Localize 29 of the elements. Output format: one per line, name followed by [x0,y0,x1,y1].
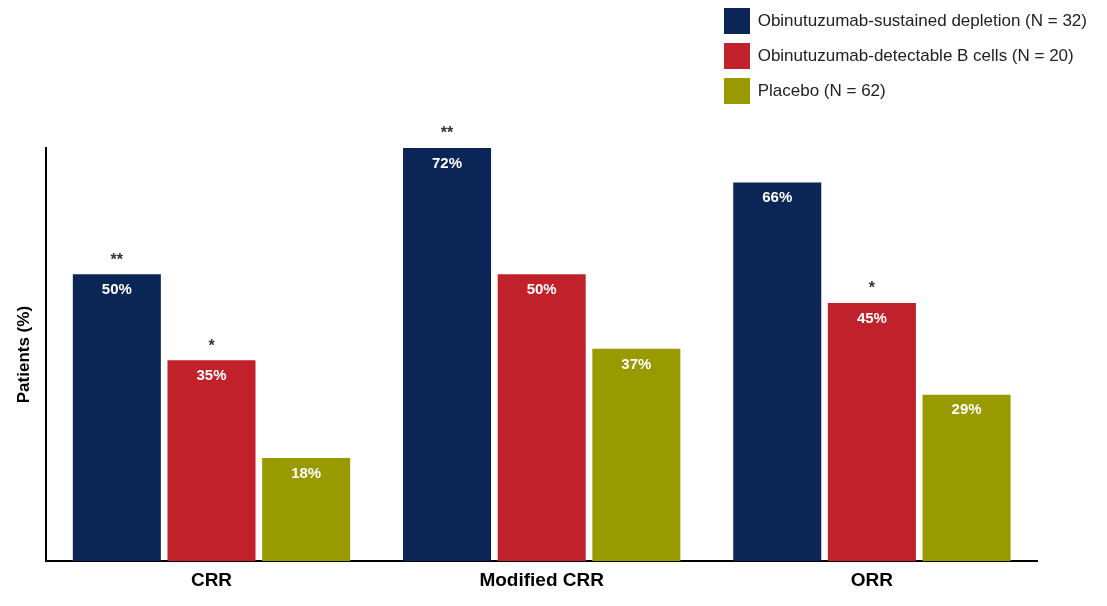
y-axis-title: Patients (%) [13,305,33,404]
bar [592,348,681,562]
x-tick-label: Modified CRR [479,568,605,590]
legend-label: Obinutuzumab-sustained depletion (N = 32) [757,11,1087,31]
x-tick-label: CRR [190,568,233,590]
data-label: 50% [526,279,557,297]
bar [733,182,822,562]
data-label: 45% [856,308,887,326]
data-label: 37% [621,354,652,372]
bar [72,274,161,562]
annotation: * [868,279,876,297]
data-label: 50% [101,279,132,297]
x-tick-label: ORR [850,568,894,590]
bar [403,148,492,562]
data-label: 29% [951,400,982,418]
data-label: 72% [432,153,463,171]
bar [262,457,351,562]
text: ** [440,124,455,142]
data-label: 66% [762,188,793,206]
annotation: * [208,336,216,354]
bar [167,360,256,562]
bar [922,394,1011,562]
legend-label: Obinutuzumab-detectable B cells (N = 20) [757,46,1074,66]
bar [827,302,916,562]
bar [497,274,586,562]
data-label: 18% [291,463,322,481]
annotation: ** [110,250,124,268]
legend-label: Placebo (N = 62) [757,81,886,101]
data-label: 35% [196,365,227,383]
